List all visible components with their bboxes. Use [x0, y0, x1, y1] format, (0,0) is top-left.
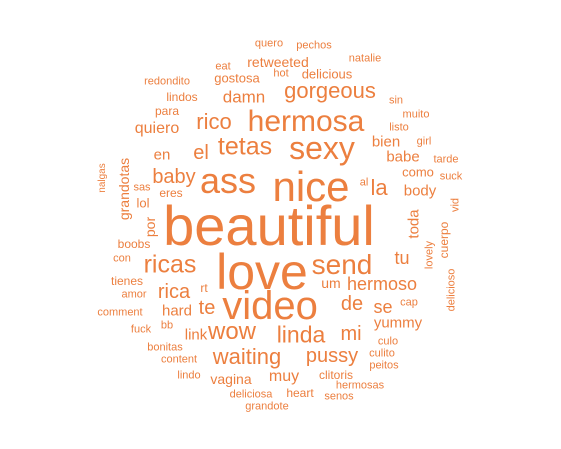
- word-delicioso: delicioso: [445, 268, 458, 312]
- word-lol: lol: [136, 195, 150, 211]
- word-fuck: fuck: [130, 323, 152, 336]
- word-hot: hot: [273, 67, 289, 80]
- word-clitoris: clitoris: [318, 368, 354, 382]
- word-waiting: waiting: [212, 344, 282, 369]
- word-sas: sas: [133, 181, 151, 194]
- word-grandote: grandote: [245, 400, 289, 413]
- word-redondito: redondito: [144, 75, 190, 88]
- word-peitos: peitos: [369, 359, 399, 372]
- word-tetas: tetas: [217, 132, 273, 161]
- word-linda: linda: [276, 321, 326, 348]
- word-listo: listo: [389, 121, 409, 134]
- word-suck: suck: [439, 170, 463, 183]
- word-tienes: tienes: [110, 274, 144, 288]
- word-toda: toda: [405, 209, 423, 239]
- word-babe: babe: [386, 148, 420, 166]
- word-tu: tu: [394, 248, 410, 268]
- word-sin: sin: [388, 94, 404, 107]
- word-lovely: lovely: [423, 240, 436, 270]
- word-rt: rt: [200, 281, 208, 295]
- word-para: para: [154, 104, 180, 118]
- word-en: en: [153, 146, 171, 164]
- word-retweeted: retweeted: [247, 54, 309, 70]
- word-eres: eres: [159, 186, 183, 200]
- word-pussy: pussy: [305, 345, 359, 367]
- word-hermosa: hermosa: [247, 105, 365, 138]
- word-delicious: delicious: [301, 66, 353, 82]
- word-rica: rica: [157, 281, 191, 303]
- word-heart: heart: [286, 386, 314, 400]
- word-grandotas: grandotas: [116, 157, 132, 221]
- word-ricas: ricas: [143, 250, 197, 279]
- word-cuerpo: cuerpo: [437, 221, 451, 259]
- word-hermosas: hermosas: [335, 379, 385, 392]
- word-se: se: [373, 297, 393, 317]
- word-culito: culito: [369, 347, 395, 360]
- word-send: send: [311, 249, 373, 280]
- word-content: content: [160, 353, 198, 366]
- word-lindos: lindos: [166, 90, 198, 104]
- word-rico: rico: [196, 109, 232, 134]
- word-el: el: [193, 142, 209, 164]
- word-tarde: tarde: [433, 153, 459, 166]
- word-love: love: [216, 244, 308, 300]
- word-como: como: [402, 164, 434, 180]
- word-body: body: [403, 182, 437, 200]
- word-gorgeous: gorgeous: [284, 78, 376, 103]
- word-senos: senos: [324, 390, 354, 403]
- word-comment: comment: [97, 306, 143, 319]
- word-hard: hard: [161, 302, 193, 320]
- word-de: de: [340, 293, 364, 315]
- word-amor: amor: [121, 288, 147, 301]
- word-damn: damn: [222, 87, 266, 107]
- word-natalie: natalie: [348, 52, 382, 65]
- word-deliciosa: deliciosa: [229, 388, 273, 401]
- word-hermoso: hermoso: [346, 274, 418, 294]
- word-la: la: [370, 175, 388, 200]
- word-vagina: vagina: [210, 371, 252, 387]
- word-ass: ass: [199, 160, 257, 201]
- word-muito: muito: [402, 108, 430, 121]
- word-culo: culo: [377, 335, 399, 348]
- word-boobs: boobs: [117, 237, 151, 251]
- word-sexy: sexy: [289, 130, 355, 166]
- word-mi: mi: [340, 323, 362, 345]
- word-bien: bien: [371, 133, 401, 151]
- word-al: al: [359, 176, 369, 189]
- word-cap: cap: [400, 296, 418, 309]
- word-bb: bb: [160, 319, 174, 332]
- word-gostosa: gostosa: [214, 70, 260, 86]
- word-baby: baby: [152, 166, 196, 188]
- word-nalgas: nalgas: [97, 163, 108, 193]
- word-quero: quero: [254, 37, 284, 50]
- word-um: um: [321, 275, 341, 291]
- word-lindo: lindo: [177, 369, 201, 382]
- word-yummy: yummy: [373, 314, 423, 332]
- word-eat: eat: [215, 60, 231, 73]
- word-con: con: [113, 252, 131, 265]
- word-bonitas: bonitas: [147, 341, 183, 354]
- word-video: video: [222, 284, 318, 328]
- word-quiero: quiero: [134, 120, 180, 137]
- word-vid: vid: [449, 197, 462, 213]
- word-beautiful: beautiful: [163, 194, 375, 257]
- word-link: link: [184, 326, 208, 344]
- word-pechos: pechos: [296, 39, 332, 52]
- word-wow: wow: [207, 318, 257, 345]
- word-nice: nice: [272, 163, 350, 210]
- word-girl: girl: [416, 135, 432, 148]
- word-por: por: [142, 216, 158, 238]
- word-te: te: [198, 297, 216, 319]
- word-muy: muy: [268, 368, 300, 385]
